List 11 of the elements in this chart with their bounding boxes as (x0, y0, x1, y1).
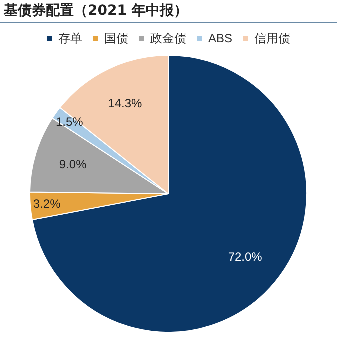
data-label: 9.0% (59, 157, 88, 172)
data-label: 1.5% (56, 114, 84, 129)
data-label: 14.3% (108, 96, 143, 110)
legend-label: 政金债 (150, 31, 186, 46)
chart-title: 基债券配置（2021 年中报） (0, 0, 337, 23)
legend-label: 国债 (104, 31, 128, 46)
legend-label: 存单 (58, 31, 82, 46)
data-label: 72.0% (228, 250, 263, 264)
legend-label: ABS (208, 31, 233, 46)
legend-label: 信用债 (254, 31, 291, 46)
data-label: 3.2% (33, 197, 62, 212)
